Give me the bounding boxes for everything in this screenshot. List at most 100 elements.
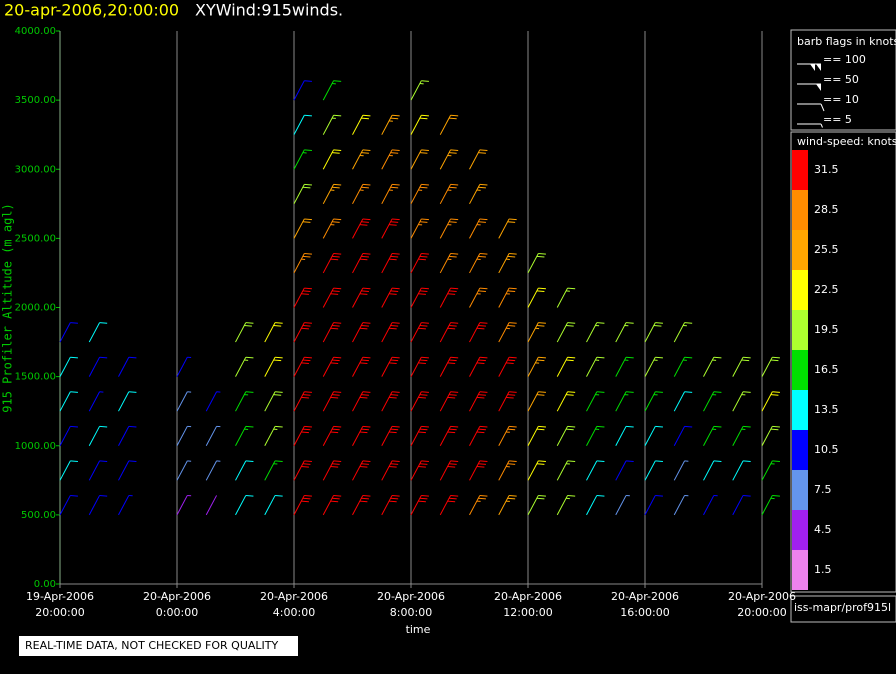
barb-feather bbox=[507, 359, 516, 362]
wind-barb bbox=[439, 356, 459, 377]
barb-staff bbox=[732, 356, 744, 377]
wind-barb bbox=[469, 425, 488, 446]
barb-staff bbox=[322, 426, 335, 446]
barb-staff bbox=[761, 356, 773, 377]
wind-barb bbox=[235, 391, 254, 412]
barb-feather bbox=[421, 287, 429, 290]
wind-barb bbox=[381, 322, 400, 343]
barb-feather bbox=[302, 394, 311, 396]
barb-staff bbox=[264, 356, 276, 377]
barb-feather bbox=[770, 359, 779, 362]
barb-staff bbox=[176, 356, 188, 377]
barb-staff bbox=[527, 460, 539, 481]
barb-feather bbox=[626, 391, 634, 393]
wind-barb bbox=[322, 460, 342, 481]
barb-feather bbox=[478, 290, 486, 293]
barb-feather bbox=[390, 324, 399, 327]
barb-feather bbox=[390, 463, 399, 465]
barb-staff bbox=[352, 322, 364, 343]
wind-barb bbox=[586, 322, 605, 343]
barb-feather bbox=[450, 253, 459, 255]
legend-barb bbox=[797, 103, 825, 112]
barb-feather bbox=[361, 152, 369, 154]
barb-feather bbox=[626, 322, 634, 324]
barb-feather bbox=[359, 258, 368, 261]
wind-barb bbox=[352, 114, 371, 135]
barb-feather bbox=[128, 356, 137, 359]
barb-staff bbox=[439, 391, 452, 412]
barb-flag bbox=[810, 64, 815, 71]
colorbar-label: 22.5 bbox=[814, 283, 839, 296]
barb-staff bbox=[88, 495, 101, 516]
wind-barb bbox=[264, 425, 283, 446]
barb-staff bbox=[527, 426, 539, 446]
wind-barb bbox=[293, 356, 312, 377]
barb-feather bbox=[99, 460, 108, 463]
barb-staff bbox=[322, 356, 335, 377]
barb-feather bbox=[99, 425, 108, 428]
barb-staff bbox=[644, 356, 656, 377]
barb-feather bbox=[509, 494, 517, 497]
barb-feather bbox=[390, 428, 399, 431]
barb-staff bbox=[615, 356, 627, 377]
wind-barb bbox=[205, 391, 221, 412]
quality-note: REAL-TIME DATA, NOT CHECKED FOR QUALITY bbox=[25, 639, 279, 652]
barb-feather bbox=[301, 293, 309, 295]
wind-barb bbox=[293, 183, 312, 205]
wind-barb bbox=[235, 460, 254, 481]
barb-feather bbox=[538, 253, 546, 255]
barb-staff bbox=[410, 287, 422, 308]
wind-barb bbox=[293, 322, 312, 343]
barb-feather bbox=[332, 152, 340, 154]
barb-feather bbox=[390, 117, 399, 120]
barb-staff bbox=[205, 391, 218, 412]
barb-feather bbox=[275, 494, 283, 497]
wind-barb bbox=[469, 322, 488, 343]
legend-label: == 5 bbox=[823, 113, 852, 126]
barb-feather bbox=[333, 80, 342, 82]
barb-staff bbox=[732, 391, 744, 412]
barb-feather bbox=[743, 356, 751, 359]
wind-barb bbox=[322, 356, 342, 377]
wind-barb bbox=[352, 322, 371, 343]
wind-barb bbox=[352, 356, 371, 377]
barb-staff bbox=[761, 460, 773, 481]
barb-staff bbox=[439, 495, 452, 516]
barb-feather bbox=[332, 221, 340, 223]
barb-feather bbox=[567, 425, 576, 428]
barb-staff bbox=[264, 460, 276, 481]
barb-staff bbox=[88, 460, 101, 481]
barb-staff bbox=[498, 287, 510, 308]
wind-barb bbox=[293, 80, 312, 101]
barb-staff bbox=[410, 115, 422, 135]
barb-staff bbox=[644, 495, 656, 516]
barb-feather bbox=[361, 394, 369, 396]
barb-feather bbox=[566, 359, 574, 362]
barb-feather bbox=[566, 428, 574, 431]
barb-feather bbox=[507, 428, 516, 431]
wind-barb bbox=[381, 149, 400, 170]
barb-staff bbox=[88, 322, 101, 343]
barb-feather bbox=[478, 359, 486, 362]
x-tick-label: 0:00:00 bbox=[156, 606, 198, 619]
barb-feather bbox=[390, 152, 399, 154]
barb-feather bbox=[390, 497, 399, 500]
barb-staff bbox=[381, 495, 393, 516]
barb-feather bbox=[304, 183, 312, 186]
wind-barb bbox=[703, 356, 722, 377]
wind-barb bbox=[264, 322, 283, 343]
barb-feather bbox=[566, 394, 574, 396]
wind-barb bbox=[673, 425, 693, 446]
wind-barb bbox=[352, 183, 371, 205]
barb-staff bbox=[586, 495, 598, 516]
wind-barb bbox=[644, 356, 663, 377]
barb-feather bbox=[449, 497, 457, 500]
wind-barb bbox=[498, 460, 517, 481]
x-tick-label: 20-Apr-2006 bbox=[728, 590, 796, 603]
barb-feather bbox=[479, 391, 488, 393]
wind-barb bbox=[205, 460, 221, 481]
barb-staff bbox=[469, 356, 481, 377]
barb-feather bbox=[389, 293, 397, 295]
wind-barb bbox=[556, 460, 576, 481]
barb-staff bbox=[352, 495, 364, 516]
